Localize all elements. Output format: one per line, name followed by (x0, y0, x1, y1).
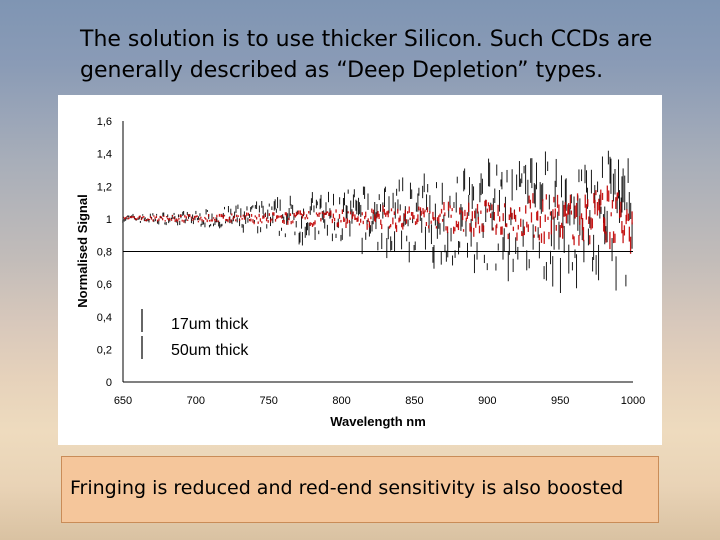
callout-text: Fringing is reduced and red-end sensitiv… (70, 477, 624, 499)
legend-label-17um: 17um thick (171, 316, 249, 333)
y-tick-label: 0,4 (97, 312, 112, 324)
y-tick-label: 1,4 (97, 149, 112, 161)
slide-heading: The solution is to use thicker Silicon. … (80, 24, 690, 86)
y-tick-label: 0,6 (97, 279, 112, 291)
y-tick-label: 0 (106, 377, 112, 389)
x-tick-label: 950 (551, 395, 569, 407)
y-axis-title: Normalised Signal (75, 194, 90, 307)
legend-label-50um: 50um thick (171, 342, 249, 359)
fringe-data-layer (122, 150, 633, 294)
y-tick-label: 1 (106, 214, 112, 226)
axis-ticks: 0 0,2 0,4 0,6 0,8 1 1,2 1,4 1,6 650 700 750 800 850 90… (97, 116, 646, 407)
conclusion-callout: Fringing is reduced and red-end sensitiv… (61, 456, 659, 523)
x-tick-label: 650 (114, 395, 132, 407)
x-tick-label: 700 (187, 395, 205, 407)
x-tick-label: 750 (260, 395, 278, 407)
chart-legend: 17um thick 50um thick (141, 309, 249, 359)
chart-panel: 0 0,2 0,4 0,6 0,8 1 1,2 1,4 1,6 650 700 750 800 850 90… (58, 95, 662, 445)
series-17um (122, 150, 633, 294)
x-axis-title: Wavelength nm (330, 414, 426, 429)
y-tick-label: 0,2 (97, 344, 112, 356)
heading-line-1: The solution is to use thicker Silicon. … (80, 27, 653, 52)
x-tick-label: 800 (332, 395, 350, 407)
x-tick-label: 850 (405, 395, 423, 407)
y-tick-label: 1,2 (97, 181, 112, 193)
y-tick-label: 1,6 (97, 116, 112, 128)
series-50um (122, 185, 633, 254)
y-tick-label: 0,8 (97, 247, 112, 259)
heading-line-2: generally described as “Deep Depletion” … (80, 58, 604, 83)
x-tick-label: 900 (478, 395, 496, 407)
signal-chart: 0 0,2 0,4 0,6 0,8 1 1,2 1,4 1,6 650 700 750 800 850 90… (75, 116, 646, 429)
x-tick-label: 1000 (621, 395, 645, 407)
